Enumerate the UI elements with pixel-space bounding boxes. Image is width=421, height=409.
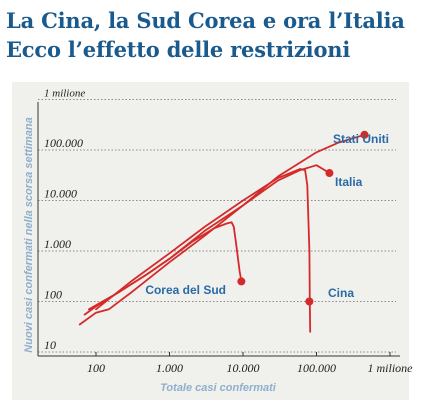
- headline-line-2: Ecco l’effetto delle restrizioni: [6, 37, 351, 62]
- y-tick-label-10-000: 10.000: [44, 187, 77, 201]
- x-tick-label-1-000: 1.000: [156, 361, 183, 375]
- x-tick-label-100: 100: [87, 361, 105, 375]
- headline: La Cina, la Sud Corea e ora l’Italia Ecc…: [6, 6, 418, 64]
- plot-background: [12, 82, 409, 400]
- y-axis-label: Nuovi casi confermati nella scorsa setti…: [23, 117, 35, 352]
- series-label-stati-uniti: Stati Uniti: [333, 132, 389, 146]
- x-tick-label-1-milione: 1 milione: [368, 361, 414, 375]
- y-tick-label-1-milione: 1 milione: [44, 88, 85, 100]
- headline-line-1: La Cina, la Sud Corea e ora l’Italia: [6, 8, 405, 33]
- x-tick-label-100-000: 100.000: [297, 361, 336, 375]
- series-line-corea-del-sud: [88, 221, 243, 311]
- series-label-italia: Italia: [335, 175, 363, 189]
- y-tick-label-1-000: 1.000: [44, 237, 71, 251]
- series-line-stati-uniti: [78, 133, 366, 326]
- end-marker-italia: [325, 169, 334, 178]
- series-line-cina: [95, 168, 312, 333]
- series-label-corea-del-sud: Corea del Sud: [145, 283, 226, 297]
- end-marker-corea-del-sud: [237, 277, 246, 286]
- end-marker-stati-uniti: [360, 130, 369, 139]
- series-label-cina: Cina: [328, 286, 354, 300]
- x-tick-label-10-000: 10.000: [227, 361, 260, 375]
- x-axis-label: Totale casi confermati: [160, 382, 277, 394]
- y-tick-label-100-000: 100.000: [44, 136, 83, 150]
- end-marker-cina: [305, 297, 314, 306]
- y-tick-label-10: 10: [44, 338, 56, 352]
- y-tick-label-100: 100: [44, 288, 62, 302]
